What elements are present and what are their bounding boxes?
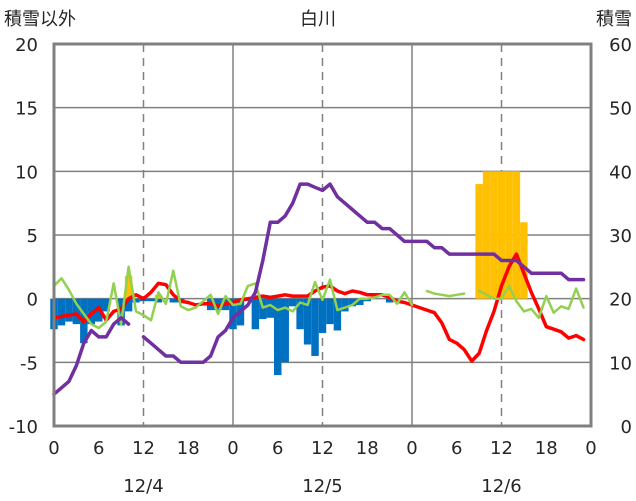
- x-tick-label: 6: [451, 438, 462, 459]
- bar: [296, 298, 304, 330]
- y-tick-left-label: 15: [15, 99, 38, 120]
- y-tick-right-label: 40: [609, 162, 632, 183]
- bar: [497, 171, 506, 299]
- date-label: 12/5: [302, 476, 342, 497]
- y-axis-right-label: 積雪: [596, 9, 632, 30]
- y-tick-left-label: 0: [27, 290, 38, 311]
- y-tick-right-label: 30: [609, 226, 632, 247]
- bar: [117, 298, 125, 326]
- series-line: [141, 182, 586, 365]
- bar: [132, 298, 140, 303]
- bar: [385, 298, 394, 303]
- bar: [102, 298, 110, 312]
- bar: [505, 171, 513, 299]
- bar: [318, 298, 327, 334]
- bar: [475, 184, 483, 299]
- x-tick-label: 0: [227, 438, 238, 459]
- y-tick-left-label: 10: [15, 162, 38, 183]
- bar: [490, 171, 498, 299]
- date-label: 12/4: [123, 476, 163, 497]
- bar: [169, 298, 178, 303]
- bar: [124, 298, 133, 312]
- bar: [288, 298, 297, 307]
- bar: [281, 298, 289, 363]
- bar: [154, 298, 163, 303]
- x-tick-label: 6: [93, 438, 104, 459]
- bar: [72, 298, 81, 325]
- series-line: [52, 265, 414, 330]
- plot-frame: [52, 42, 593, 428]
- series-line: [52, 316, 131, 396]
- y-tick-left-label: 20: [15, 35, 38, 56]
- bar: [65, 298, 73, 322]
- y-tick-left-label: -10: [9, 417, 38, 438]
- x-tick-label: 0: [406, 438, 417, 459]
- bar: [251, 298, 260, 330]
- series-line: [425, 289, 466, 298]
- bar: [311, 298, 319, 356]
- x-tick-label: 18: [535, 438, 558, 459]
- y-tick-right-label: 20: [609, 290, 632, 311]
- y-tick-left-label: 5: [27, 226, 38, 247]
- bar: [303, 298, 312, 345]
- y-tick-right-label: 50: [609, 99, 632, 120]
- series-line: [477, 284, 585, 320]
- x-tick-label: 18: [356, 438, 379, 459]
- bar: [341, 298, 349, 312]
- x-tick-label: 6: [272, 438, 283, 459]
- y-tick-right-label: 10: [609, 353, 632, 374]
- chart-title: 白川: [300, 9, 336, 30]
- y-tick-right-label: 60: [609, 35, 632, 56]
- bar: [326, 298, 334, 325]
- date-label: 12/6: [481, 476, 521, 497]
- x-tick-label: 18: [177, 438, 200, 459]
- x-tick-label: 0: [48, 438, 59, 459]
- bar: [482, 171, 491, 299]
- bar: [356, 298, 364, 306]
- y-axis-left-label: 積雪以外: [4, 9, 76, 30]
- bar: [87, 298, 96, 325]
- x-tick-label: 12: [132, 438, 155, 459]
- x-tick-label: 12: [490, 438, 513, 459]
- bar: [520, 222, 528, 299]
- bar: [512, 171, 521, 299]
- line-series: [52, 182, 586, 396]
- bar: [147, 298, 155, 302]
- y-tick-left-label: -5: [20, 353, 38, 374]
- bar: [259, 298, 267, 320]
- bar: [348, 298, 357, 307]
- bar: [229, 298, 237, 330]
- bar: [214, 298, 222, 311]
- x-tick-label: 12: [311, 438, 334, 459]
- bar: [274, 298, 282, 376]
- y-tick-right-label: 0: [621, 417, 632, 438]
- x-tick-label: 0: [585, 438, 596, 459]
- bar: [266, 298, 275, 318]
- bar: [124, 275, 133, 299]
- bar: [333, 298, 342, 331]
- bar: [57, 298, 66, 326]
